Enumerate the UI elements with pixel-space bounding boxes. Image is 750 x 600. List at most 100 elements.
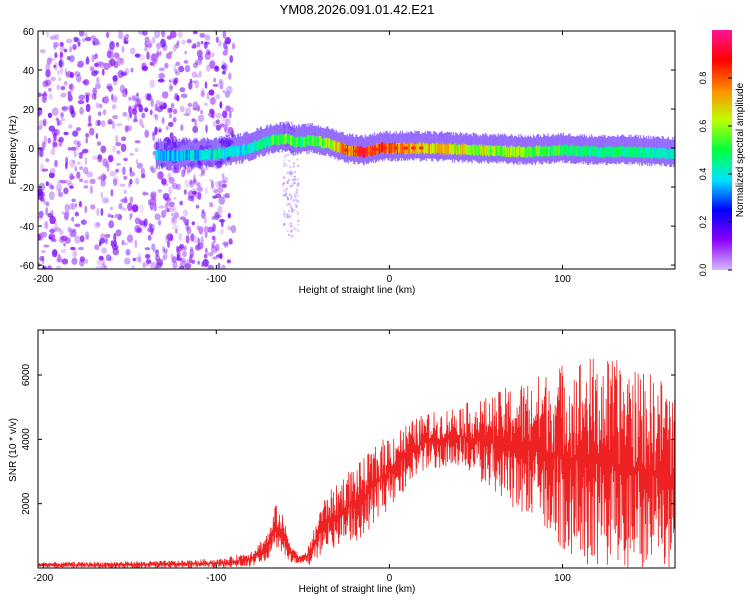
spectrogram-ridge-cell — [521, 147, 523, 158]
spectrogram-noise-cell — [122, 111, 128, 117]
spectrogram-noise-cell — [222, 89, 226, 94]
spectrogram-noise-cell — [38, 125, 43, 130]
spectrogram-noise-cell — [161, 178, 167, 185]
spectrogram-noise-cell — [185, 223, 190, 231]
spectrogram-ridge-cell — [455, 145, 458, 155]
spectrogram-noise-cell — [164, 234, 170, 243]
spectrogram-noise-cell — [41, 168, 49, 172]
spectrogram-ridge-cell — [358, 146, 360, 157]
spectrogram-ridge-cell — [261, 139, 263, 149]
spectrogram-noise-cell — [292, 182, 295, 185]
spectrogram-noise-cell — [63, 131, 69, 136]
spectrogram-noise-cell — [82, 219, 85, 226]
spectrogram-noise-cell — [72, 159, 75, 164]
spectrogram-noise-cell — [184, 50, 187, 55]
spectrogram-noise-cell — [282, 148, 285, 151]
spectrogram-ridge-cell — [266, 136, 269, 147]
spectrogram-noise-cell — [38, 92, 42, 98]
spectrogram-ridge-cell — [625, 146, 627, 157]
spectrogram-noise-cell — [191, 188, 198, 195]
spectrogram-noise-cell — [152, 55, 158, 65]
spectrogram-noise-cell — [222, 70, 226, 75]
spectrogram-ridge-cell — [464, 143, 466, 154]
spectrogram-noise-cell — [172, 261, 178, 269]
spectrogram-noise-cell — [204, 34, 211, 41]
spectrogram-noise-cell — [196, 105, 200, 112]
spectrogram-ridge-cell — [489, 145, 491, 156]
spectrogram-noise-cell — [123, 189, 127, 194]
spectrogram-ridge-cell — [329, 139, 331, 149]
spectrogram-noise-cell — [201, 211, 206, 219]
spectrogram-noise-cell — [226, 259, 231, 264]
spectrogram-ridge-cell — [197, 150, 199, 161]
spectrogram-noise-cell — [291, 208, 293, 211]
spectrogram-noise-cell — [69, 46, 72, 53]
spectrogram-noise-cell — [156, 172, 160, 176]
spectrogram-ridge-cell — [371, 145, 374, 156]
spectrogram-ridge-cell — [465, 144, 467, 154]
spectrogram-ridge-cell — [184, 150, 187, 160]
spectrogram-noise-cell — [50, 209, 54, 215]
spectrogram-noise-cell — [107, 118, 113, 125]
spectrogram-ridge-cell — [240, 145, 243, 155]
spectrogram-noise-cell — [165, 125, 169, 131]
spectrogram-noise-cell — [61, 106, 68, 111]
spectrogram-noise-cell — [123, 157, 128, 162]
spectrogram-noise-cell — [140, 167, 145, 175]
spectrogram-noise-cell — [61, 107, 68, 112]
spectrogram-noise-cell — [146, 51, 150, 60]
spectrogram-noise-cell — [73, 139, 80, 145]
spectrogram-ridge-cell — [209, 148, 212, 159]
spectrogram-noise-cell — [74, 166, 78, 172]
spectrogram-noise-cell — [105, 160, 110, 169]
spectrogram-noise-cell — [166, 166, 173, 171]
spectrogram-noise-cell — [184, 64, 191, 73]
spectrogram-y-tick-label: -40 — [20, 222, 35, 233]
spectrogram-noise-cell — [106, 50, 112, 59]
spectrogram-noise-cell — [59, 66, 64, 75]
spectrogram-ridge-cell — [264, 138, 267, 149]
spectrogram-ridge-cell — [432, 143, 434, 154]
spectrogram-noise-cell — [293, 227, 296, 230]
spectrogram-noise-cell — [64, 203, 70, 212]
colorbar-tick-label: 0.4 — [698, 168, 708, 181]
spectrogram-noise-cell — [58, 59, 65, 68]
spectrogram-ridge-cell — [518, 145, 520, 156]
spectrogram-ridge-cell — [597, 147, 599, 157]
spectrogram-noise-cell — [283, 163, 286, 166]
spectrogram-ridge-cell — [519, 146, 521, 156]
spectrogram-ridge-cell — [441, 143, 443, 154]
spectrogram-noise-cell — [118, 31, 124, 40]
spectrogram-noise-cell — [289, 185, 292, 188]
spectrogram-noise-cell — [217, 186, 224, 194]
spectrogram-ridge-cell — [333, 141, 335, 152]
spectrogram-noise-cell — [137, 31, 145, 35]
spectrogram-noise-cell — [47, 265, 52, 269]
spectrogram-noise-cell — [228, 106, 235, 113]
spectrogram-noise-cell — [142, 31, 148, 36]
spectrogram-noise-cell — [211, 242, 215, 249]
spectrogram-noise-cell — [296, 188, 299, 191]
spectrogram-ridge-cell — [500, 146, 502, 156]
spectrogram-noise-cell — [171, 212, 174, 217]
spectrogram-ridge-cell — [241, 145, 244, 156]
spectrogram-noise-cell — [147, 40, 153, 49]
spectrogram-noise-cell — [69, 159, 76, 168]
spectrogram-ridge-cell — [200, 149, 202, 160]
spectrogram-noise-cell — [197, 58, 203, 65]
spectrogram-noise-cell — [77, 100, 85, 105]
spectrogram-ridge-cell — [482, 145, 485, 156]
spectrogram-ridge-cell — [632, 147, 634, 158]
colorbar-tick-label: 0.2 — [698, 216, 708, 229]
spectrogram-noise-cell — [170, 216, 178, 226]
spectrogram-ridge-cell — [498, 145, 500, 156]
spectrogram-noise-cell — [192, 125, 199, 134]
spectrogram-noise-cell — [79, 106, 84, 115]
spectrogram-ridge-cell — [643, 148, 646, 159]
spectrogram-noise-cell — [121, 239, 125, 246]
spectrogram-ridge-cell — [596, 146, 598, 157]
spectrogram-ridge-cell — [655, 148, 657, 159]
spectrogram-ridge-cell — [332, 140, 334, 150]
spectrogram-noise-cell — [146, 93, 152, 101]
spectrogram-ridge-cell — [192, 149, 194, 160]
